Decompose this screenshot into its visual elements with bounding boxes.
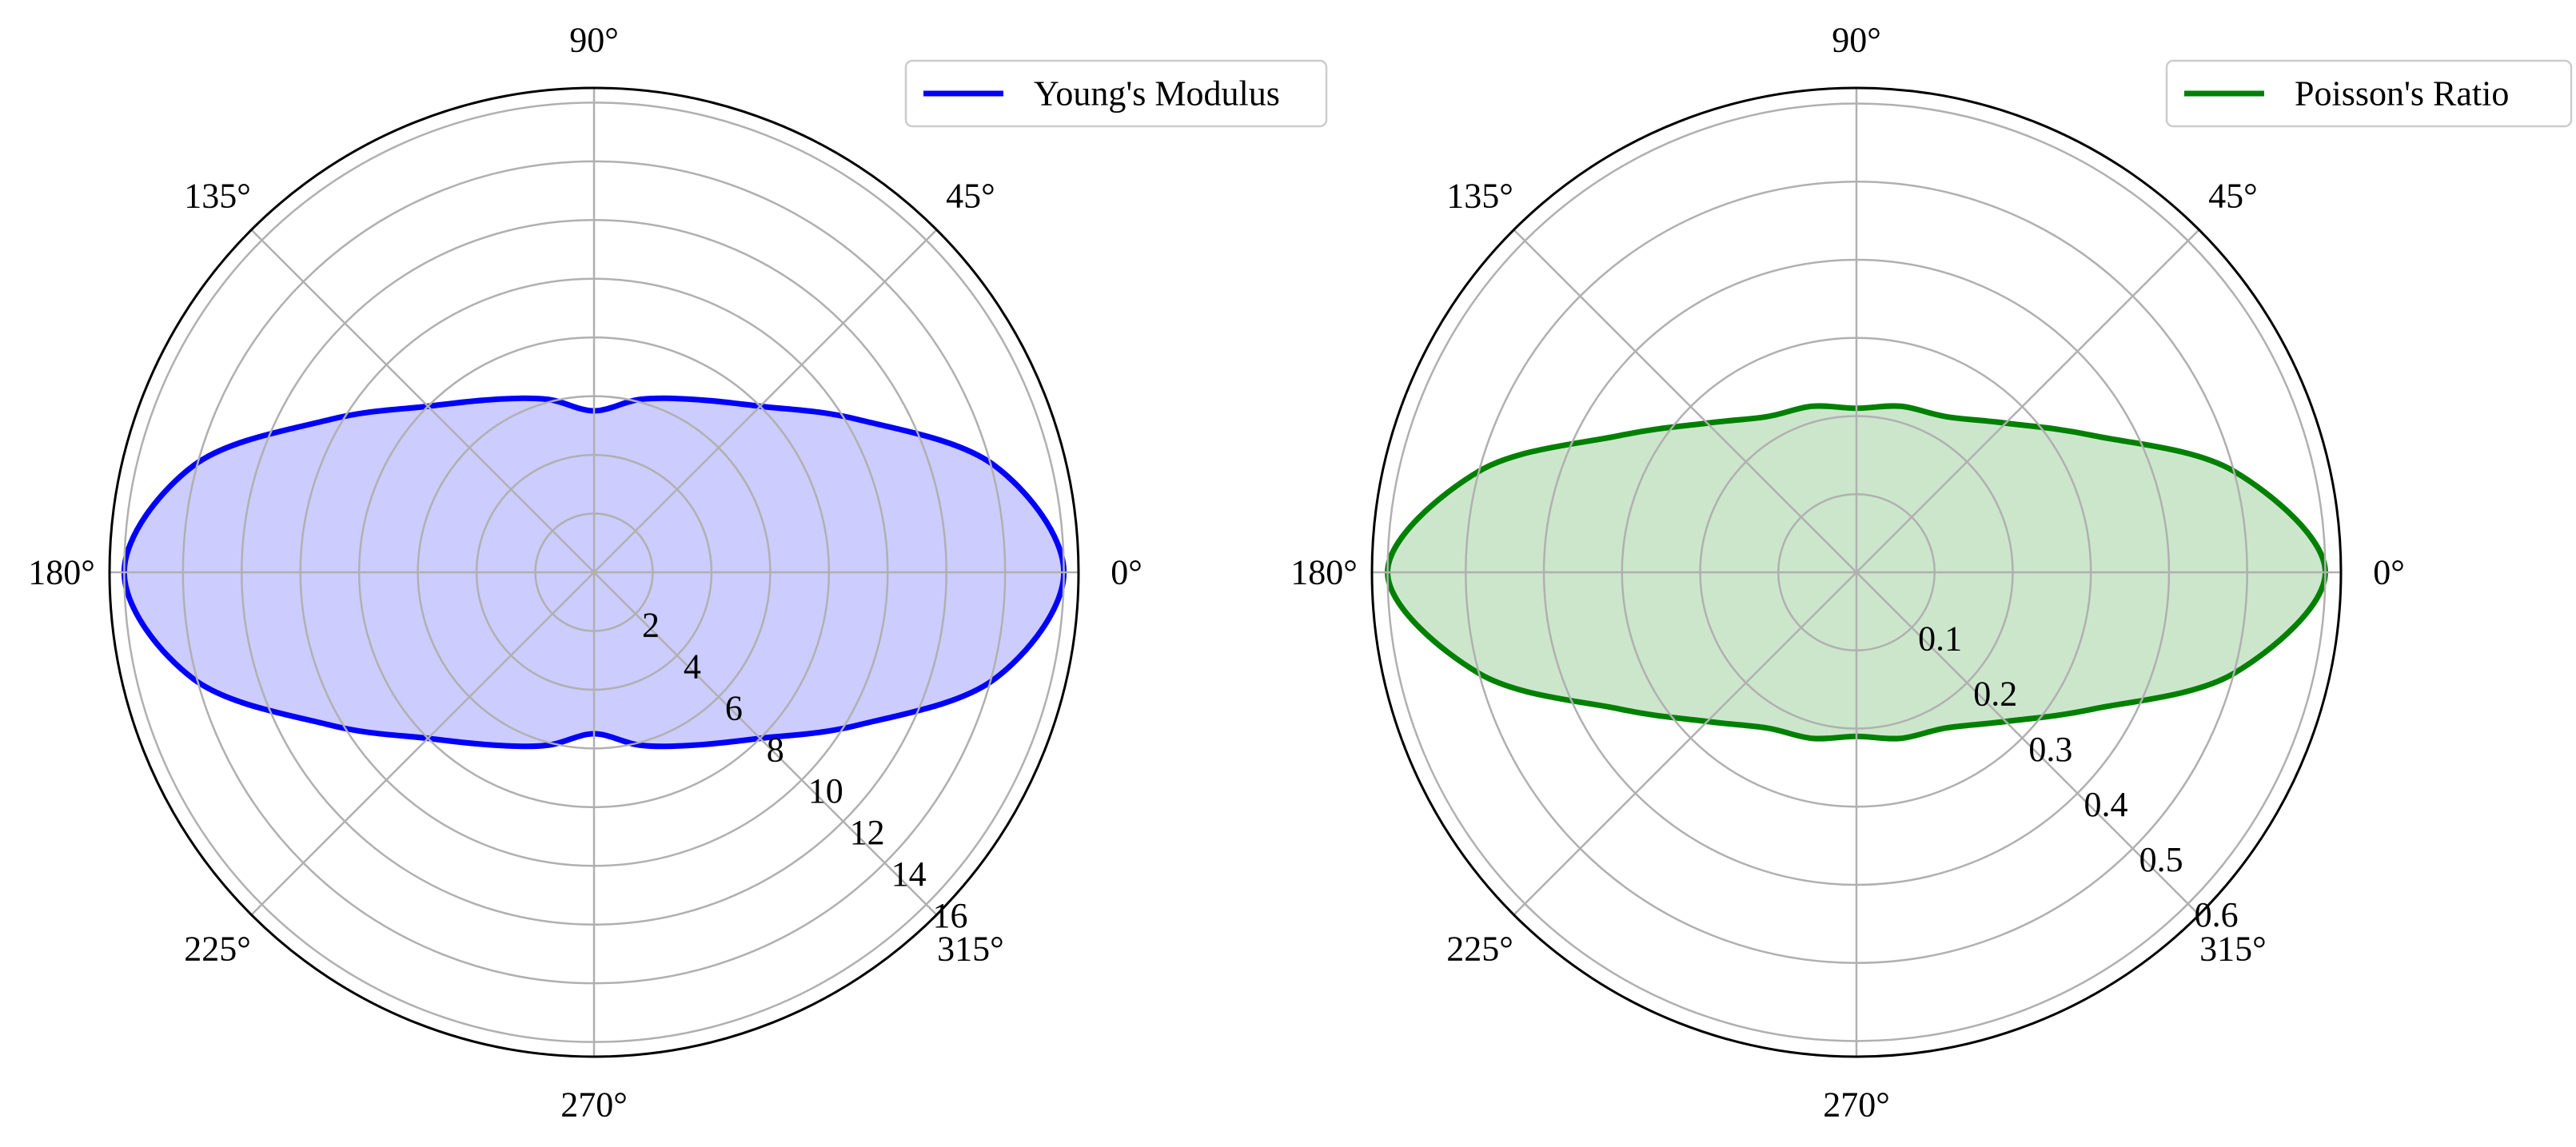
- theta-tick-label: 225°: [184, 929, 251, 968]
- theta-tick-label: 270°: [1823, 1085, 1890, 1125]
- angular-gridline: [1513, 229, 1857, 573]
- legend: Poisson's Ratio: [2165, 59, 2573, 128]
- angular-gridline: [593, 572, 938, 916]
- theta-tick-label: 90°: [1832, 21, 1881, 60]
- theta-tick-label: 180°: [28, 553, 95, 592]
- angular-gridline: [250, 572, 595, 916]
- angular-gridline: [1856, 572, 2200, 916]
- radial-tick-label: 0.4: [2084, 785, 2127, 824]
- radial-tick-label: 0.2: [1973, 675, 2017, 714]
- legend: Young's Modulus: [904, 59, 1328, 128]
- radial-tick-label: 8: [767, 730, 784, 769]
- theta-tick-label: 225°: [1446, 929, 1513, 968]
- theta-tick-label: 0°: [1111, 553, 1142, 592]
- legend-box: [2165, 59, 2573, 128]
- legend-label: Young's Modulus: [1034, 74, 1280, 114]
- radial-tick-label: 14: [891, 854, 927, 894]
- angular-gridline: [1856, 229, 2200, 573]
- radial-tick-label: 2: [642, 605, 660, 644]
- radial-tick-label: 4: [684, 647, 701, 686]
- legend-label: Poisson's Ratio: [2295, 74, 2509, 114]
- grid-layer: [108, 86, 1080, 1058]
- theta-tick-label: 45°: [2208, 177, 2258, 216]
- polar-spine: [1370, 86, 2343, 1058]
- theta-tick-label: 180°: [1290, 553, 1358, 592]
- radial-tick-label: 12: [850, 813, 885, 852]
- radial-tick-label: 0.1: [1918, 619, 1962, 659]
- angular-gridline: [593, 229, 938, 573]
- angular-gridline: [250, 229, 595, 573]
- angular-gridline: [1513, 572, 1857, 916]
- legend-box: [904, 59, 1328, 128]
- poissons-ratio-polar-plot: 0° 45° 90° 135° 180° 225° 270° 315° 0.1 0.2 0.3 0.4…: [1290, 21, 2573, 1125]
- theta-tick-label: 135°: [184, 177, 251, 216]
- theta-tick-label: 135°: [1446, 177, 1513, 216]
- radial-tick-label: 6: [725, 688, 743, 727]
- theta-tick-label: 90°: [569, 21, 619, 60]
- radial-tick-label: 0.5: [2139, 840, 2183, 879]
- label-layer: 0° 45° 90° 135° 180° 225° 270° 315° 0.1 0.2 0.3 0.4…: [1290, 21, 2405, 1125]
- grid-layer: [1370, 86, 2343, 1058]
- theta-tick-label: 315°: [2199, 929, 2267, 968]
- theta-tick-label: 315°: [937, 929, 1004, 968]
- radial-tick-label: 0.6: [2195, 895, 2239, 934]
- radial-tick-label: 10: [808, 771, 843, 810]
- theta-tick-label: 45°: [946, 177, 995, 216]
- radial-tick-label: 16: [933, 896, 968, 935]
- theta-tick-label: 0°: [2373, 553, 2405, 592]
- theta-tick-label: 270°: [560, 1085, 628, 1125]
- polar-spine: [108, 86, 1080, 1058]
- radial-tick-label: 0.3: [2028, 730, 2072, 769]
